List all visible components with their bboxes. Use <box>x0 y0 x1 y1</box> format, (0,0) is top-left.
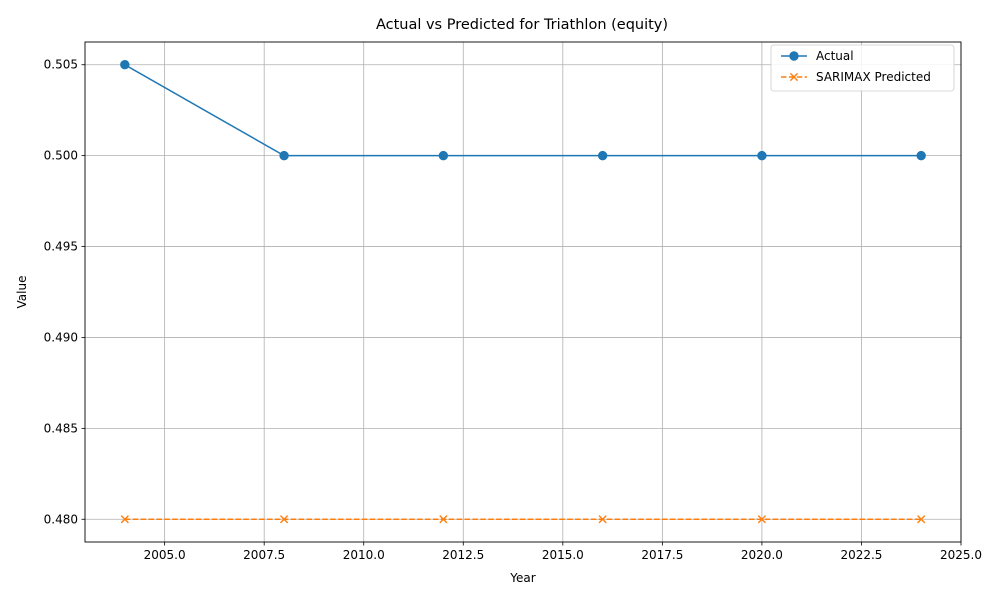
y-tick-label: 0.495 <box>44 240 78 254</box>
data-point <box>916 150 926 161</box>
legend-label: Actual <box>816 49 854 63</box>
data-point <box>597 150 608 161</box>
legend: Actual SARIMAX Predicted <box>770 44 955 92</box>
data-point <box>120 60 130 70</box>
data-point <box>279 150 289 161</box>
x-axis: 2005.0 2007.5 2010.0 2012.5 2015.0 2017.5 2020… <box>144 542 982 562</box>
x-tick-label: 2012.5 <box>442 548 484 562</box>
x-tick-label: 2017.5 <box>641 548 683 562</box>
data-point <box>598 515 607 524</box>
data-point <box>439 515 448 524</box>
legend-marker <box>789 51 799 61</box>
y-axis: 0.480 0.485 0.490 0.495 0.500 0.505 <box>44 58 85 526</box>
x-tick-label: 2020.0 <box>741 548 783 562</box>
y-tick-label: 0.490 <box>44 330 78 344</box>
x-tick-label: 2015.0 <box>542 548 584 562</box>
y-tick-label: 0.480 <box>44 512 78 526</box>
legend-marker <box>789 72 799 82</box>
data-point <box>279 515 289 524</box>
x-tick-label: 2007.5 <box>243 548 285 562</box>
series-actual <box>120 60 926 161</box>
x-tick-label: 2022.5 <box>840 548 882 562</box>
data-point <box>438 150 449 161</box>
x-tick-label: 2005.0 <box>144 548 186 562</box>
plot-frame <box>84 41 962 543</box>
data-point <box>917 515 926 524</box>
x-tick-label: 2025.0 <box>940 548 982 562</box>
x-tick-label: 2010.0 <box>343 548 385 562</box>
legend-box <box>770 44 955 92</box>
y-tick-label: 0.505 <box>44 58 78 72</box>
series-predicted <box>120 515 926 524</box>
x-axis-title: Year <box>509 571 535 585</box>
data-point <box>757 515 767 524</box>
y-axis-title: Value <box>15 276 29 309</box>
series-line <box>124 64 922 157</box>
y-tick-label: 0.485 <box>44 421 78 435</box>
chart-title: Actual vs Predicted for Triathlon (equit… <box>376 17 668 33</box>
legend-item: Actual <box>781 49 854 63</box>
series-layer <box>120 60 926 524</box>
y-tick-label: 0.500 <box>44 149 78 163</box>
data-point <box>757 150 767 161</box>
legend-item: SARIMAX Predicted <box>781 70 931 84</box>
data-point <box>120 515 129 524</box>
legend-label: SARIMAX Predicted <box>816 70 931 84</box>
